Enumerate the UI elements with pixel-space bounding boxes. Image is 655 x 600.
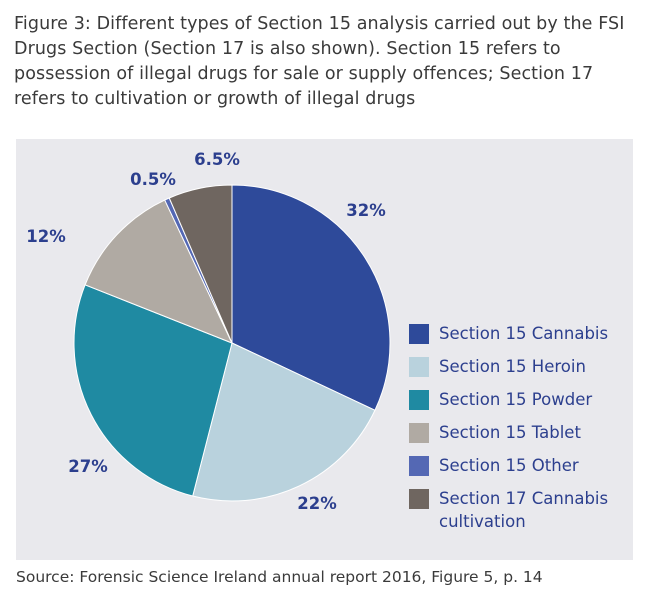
chart-panel: 32% 22% 27% 12% 0.5% 6.5% Section 15 Cannabis… [16, 139, 633, 560]
pie-chart: 32% 22% 27% 12% 0.5% 6.5% [26, 150, 391, 513]
slice-percent-label: 6.5% [194, 150, 240, 169]
legend-item: Section 15 Heroin [409, 355, 634, 378]
legend-item: Section 15 Other [409, 454, 634, 477]
slice-percent-label: 32% [346, 201, 386, 220]
legend-item: Section 15 Cannabis [409, 322, 634, 345]
legend-label: Section 17 Cannabis cultivation [439, 489, 609, 531]
pie-slice-6 [168, 184, 233, 344]
legend-label: Section 15 Cannabis [439, 324, 609, 343]
slice-percent-label: 0.5% [130, 170, 176, 189]
legend-label: Section 15 Tablet [439, 423, 581, 442]
legend-swatch [409, 357, 429, 377]
source-note: Source: Forensic Science Ireland annual … [16, 568, 543, 586]
legend-label: Section 15 Heroin [439, 357, 586, 376]
chart-legend: Section 15 Cannabis Section 15 Heroin Sect… [409, 322, 634, 543]
slice-percent-label: 12% [26, 227, 66, 246]
slice-percent-label: 27% [68, 457, 108, 476]
legend-swatch [409, 423, 429, 443]
legend-swatch [409, 456, 429, 476]
legend-item: Section 15 Tablet [409, 421, 634, 444]
slice-percent-label: 22% [297, 494, 337, 513]
legend-swatch [409, 390, 429, 410]
legend-label: Section 15 Powder [439, 390, 593, 409]
legend-item: Section 15 Powder [409, 388, 634, 411]
pie-slice-4 [84, 199, 233, 344]
legend-swatch [409, 489, 429, 509]
pie-slice-3 [73, 284, 233, 497]
legend-item: Section 17 Cannabis cultivation [409, 487, 634, 533]
legend-swatch [409, 324, 429, 344]
pie-slice-1 [231, 184, 391, 411]
legend-label: Section 15 Other [439, 456, 579, 475]
figure-caption: Figure 3: Different types of Section 15 … [14, 14, 625, 109]
pie-slice-2 [192, 342, 376, 502]
